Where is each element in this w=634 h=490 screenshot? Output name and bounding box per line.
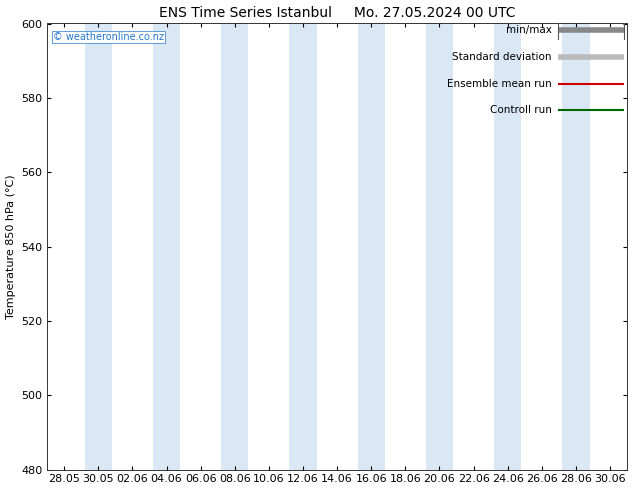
Y-axis label: Temperature 850 hPa (°C): Temperature 850 hPa (°C) xyxy=(6,174,16,319)
Text: Ensemble mean run: Ensemble mean run xyxy=(447,79,552,89)
Text: Standard deviation: Standard deviation xyxy=(452,52,552,62)
Bar xyxy=(153,24,180,469)
Text: © weatheronline.co.nz: © weatheronline.co.nz xyxy=(53,32,164,43)
Bar xyxy=(85,24,112,469)
Bar xyxy=(358,24,385,469)
Title: ENS Time Series Istanbul     Mo. 27.05.2024 00 UTC: ENS Time Series Istanbul Mo. 27.05.2024 … xyxy=(159,5,515,20)
Text: min/max: min/max xyxy=(506,25,552,35)
Bar xyxy=(494,24,521,469)
Text: Controll run: Controll run xyxy=(490,105,552,116)
Bar xyxy=(562,24,590,469)
Bar xyxy=(221,24,249,469)
Bar xyxy=(289,24,317,469)
Bar xyxy=(426,24,453,469)
